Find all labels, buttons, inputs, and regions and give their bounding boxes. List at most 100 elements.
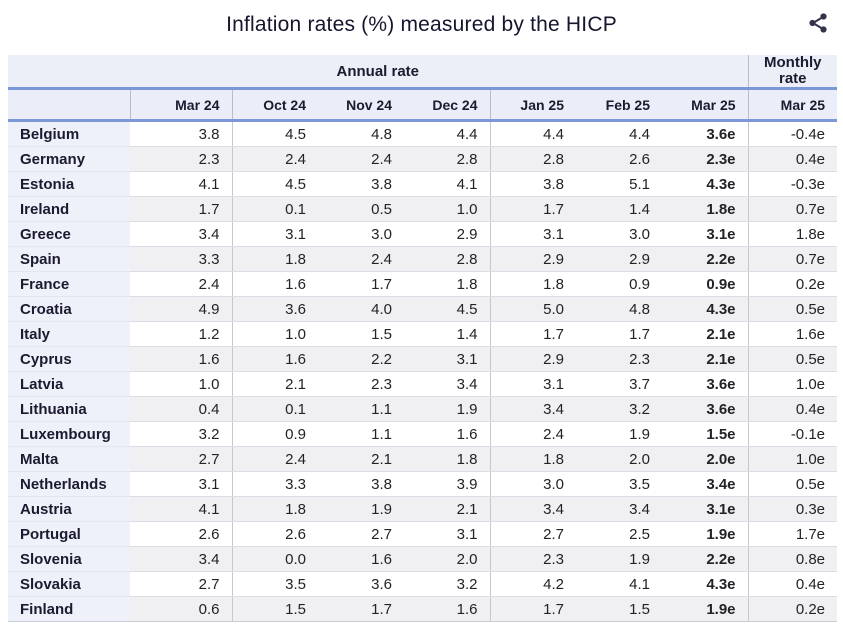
- annual-value-cell: 3.1e: [662, 496, 749, 522]
- table-row: Malta 2.7 2.4 2.1 1.8 1.8 2.0 2.0e 1.0e: [8, 446, 838, 472]
- monthly-value-cell: 1.7e: [747, 521, 838, 547]
- empty-corner-cell: [8, 88, 130, 122]
- country-cell: Slovenia: [8, 546, 130, 572]
- monthly-value-cell: 0.8e: [747, 546, 838, 572]
- annual-value-cell: 2.6: [576, 146, 662, 172]
- column-header: Mar 24: [129, 88, 232, 122]
- annual-value-cell: 1.7: [318, 596, 404, 622]
- annual-value-cell: 1.5e: [662, 421, 749, 447]
- annual-value-cell: 4.1: [130, 171, 232, 197]
- table-row: Ireland 1.7 0.1 0.5 1.0 1.7 1.4 1.8e 0.7e: [8, 196, 838, 222]
- annual-value-cell: 1.9: [404, 396, 490, 422]
- annual-value-cell: 1.7: [576, 321, 662, 347]
- annual-value-cell: 2.7: [130, 446, 232, 472]
- country-cell: Cyprus: [8, 346, 130, 372]
- annual-value-cell: 1.9: [318, 496, 404, 522]
- annual-rate-header: Annual rate: [8, 55, 749, 90]
- annual-value-cell: 2.2: [318, 346, 404, 372]
- annual-value-cell: 1.0: [231, 321, 318, 347]
- monthly-value-cell: 0.7e: [747, 246, 838, 272]
- page-title: Inflation rates (%) measured by the HICP: [226, 13, 617, 36]
- annual-value-cell: 1.7: [489, 321, 576, 347]
- table-row: Slovenia 3.4 0.0 1.6 2.0 2.3 1.9 2.2e 0.8e: [8, 546, 838, 572]
- annual-value-cell: 2.7: [130, 571, 232, 597]
- annual-value-cell: 1.0: [404, 196, 490, 222]
- annual-value-cell: 1.8: [404, 271, 490, 297]
- annual-value-cell: 3.4: [576, 496, 662, 522]
- annual-value-cell: 1.8e: [662, 196, 749, 222]
- table-row: Portugal 2.6 2.6 2.7 3.1 2.7 2.5 1.9e 1.7e: [8, 521, 838, 547]
- table-row: Latvia 1.0 2.1 2.3 3.4 3.1 3.7 3.6e 1.0e: [8, 371, 838, 397]
- annual-value-cell: 3.6e: [662, 396, 749, 422]
- annual-value-cell: 2.1e: [662, 346, 749, 372]
- annual-value-cell: 2.7: [489, 521, 576, 547]
- annual-value-cell: 2.3: [576, 346, 662, 372]
- annual-value-cell: 4.4: [489, 120, 576, 147]
- annual-value-cell: 2.4: [231, 146, 318, 172]
- annual-value-cell: 2.4: [489, 421, 576, 447]
- annual-value-cell: 3.1: [489, 371, 576, 397]
- monthly-value-cell: 0.3e: [747, 496, 838, 522]
- table-row: Slovakia 2.7 3.5 3.6 3.2 4.2 4.1 4.3e 0.4e: [8, 571, 838, 597]
- annual-value-cell: 3.0: [318, 221, 404, 247]
- annual-value-cell: 5.1: [576, 171, 662, 197]
- annual-value-cell: 2.8: [489, 146, 576, 172]
- share-button[interactable]: [806, 11, 830, 35]
- table-row: Austria 4.1 1.8 1.9 2.1 3.4 3.4 3.1e 0.3e: [8, 496, 838, 522]
- annual-value-cell: 3.4: [130, 221, 232, 247]
- annual-value-cell: 3.4: [130, 546, 232, 572]
- annual-value-cell: 2.1: [318, 446, 404, 472]
- annual-value-cell: 3.4e: [662, 471, 749, 497]
- annual-value-cell: 4.1: [130, 496, 232, 522]
- annual-value-cell: 3.2: [130, 421, 232, 447]
- annual-value-cell: 3.2: [576, 396, 662, 422]
- annual-value-cell: 3.0: [489, 471, 576, 497]
- annual-value-cell: 2.1e: [662, 321, 749, 347]
- annual-value-cell: 4.3e: [662, 296, 749, 322]
- annual-value-cell: 1.4: [576, 196, 662, 222]
- annual-value-cell: 1.7: [130, 196, 232, 222]
- table-row: Luxembourg 3.2 0.9 1.1 1.6 2.4 1.9 1.5e -0.1e: [8, 421, 838, 447]
- annual-value-cell: 2.3e: [662, 146, 749, 172]
- annual-value-cell: 1.6: [231, 346, 318, 372]
- annual-value-cell: 4.1: [576, 571, 662, 597]
- annual-value-cell: 2.2e: [662, 546, 749, 572]
- column-header: Jan 25: [489, 88, 576, 122]
- group-header-row: Annual rate Monthly rate: [8, 55, 838, 90]
- annual-value-cell: 1.6: [130, 346, 232, 372]
- annual-value-cell: 4.4: [576, 120, 662, 147]
- column-header: Nov 24: [318, 88, 404, 122]
- annual-value-cell: 3.9: [404, 471, 490, 497]
- annual-value-cell: 1.4: [404, 321, 490, 347]
- annual-value-cell: 3.1: [231, 221, 318, 247]
- annual-value-cell: 2.6: [130, 521, 232, 547]
- annual-value-cell: 2.3: [130, 146, 232, 172]
- annual-value-cell: 3.6e: [662, 120, 749, 147]
- annual-value-cell: 4.3e: [662, 171, 749, 197]
- annual-value-cell: 4.4: [404, 120, 490, 147]
- column-header: Dec 24: [404, 88, 490, 122]
- title-bar: Inflation rates (%) measured by the HICP: [0, 0, 843, 55]
- country-cell: Portugal: [8, 521, 130, 547]
- table-row: Spain 3.3 1.8 2.4 2.8 2.9 2.9 2.2e 0.7e: [8, 246, 838, 272]
- annual-value-cell: 3.6: [231, 296, 318, 322]
- annual-value-cell: 3.8: [318, 471, 404, 497]
- annual-value-cell: 2.4: [231, 446, 318, 472]
- column-header: Mar 25: [662, 88, 749, 122]
- annual-value-cell: 4.0: [318, 296, 404, 322]
- annual-value-cell: 1.8: [489, 271, 576, 297]
- monthly-value-cell: 0.2e: [747, 596, 838, 622]
- annual-value-cell: 1.9: [576, 421, 662, 447]
- annual-value-cell: 3.8: [489, 171, 576, 197]
- annual-value-cell: 4.8: [318, 120, 404, 147]
- month-header-row: Mar 24 Oct 24 Nov 24 Dec 24 Jan 25 Feb 25 Mar …: [8, 88, 838, 122]
- monthly-value-cell: 0.4e: [747, 571, 838, 597]
- annual-value-cell: 0.4: [130, 396, 232, 422]
- annual-value-cell: 4.3e: [662, 571, 749, 597]
- annual-value-cell: 3.4: [489, 496, 576, 522]
- annual-value-cell: 2.9: [404, 221, 490, 247]
- annual-value-cell: 5.0: [489, 296, 576, 322]
- table-row: France 2.4 1.6 1.7 1.8 1.8 0.9 0.9e 0.2e: [8, 271, 838, 297]
- country-cell: Latvia: [8, 371, 130, 397]
- annual-value-cell: 1.8: [489, 446, 576, 472]
